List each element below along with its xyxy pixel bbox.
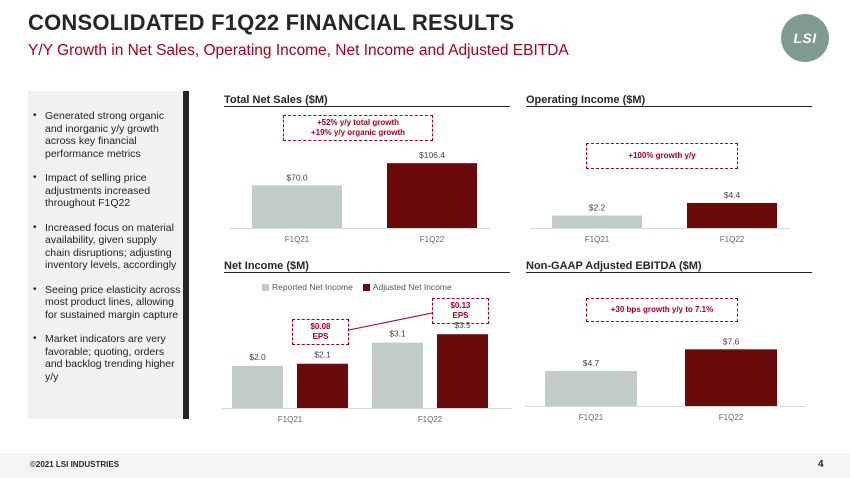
category-label: F1Q22 (418, 415, 443, 424)
data-label: $2.0 (249, 352, 266, 362)
bar-f1q21 (552, 215, 642, 228)
page-number: 4 (818, 459, 824, 470)
data-label: $106.4 (419, 150, 445, 160)
operating-income-growth-callout: +100% growth y/y (586, 143, 738, 169)
category-label: F1Q21 (579, 413, 604, 422)
eps-q22-callout: $0.13 EPS (432, 298, 489, 324)
legend-label-reported: Reported Net Income (272, 282, 353, 292)
eps-connector-line (348, 312, 433, 331)
operating-income-chart-title: Operating Income ($M) (526, 94, 646, 106)
net-income-title-rule (224, 272, 510, 273)
ebitda-chart-title: Non-GAAP Adjusted EBITDA ($M) (526, 260, 702, 272)
callout-line: EPS (452, 311, 469, 320)
data-label: $3.5 (454, 320, 471, 330)
operating-income-chart: $2.2 F1Q21 $4.4 F1Q22 (530, 190, 790, 244)
net-sales-growth-callout: +52% y/y total growth +19% y/y organic g… (283, 115, 433, 141)
company-logo: LSI (781, 14, 829, 62)
legend-item-reported: Reported Net Income (262, 282, 353, 292)
logo-text: LSI (793, 30, 817, 46)
callout-line: $0.08 (310, 322, 331, 331)
category-label: F1Q21 (585, 235, 610, 244)
page-title: CONSOLIDATED F1Q22 FINANCIAL RESULTS (28, 10, 515, 35)
bar-f1q21-adjusted (297, 363, 348, 408)
net-sales-chart: $70.0 F1Q21 $106.4 F1Q22 (230, 150, 490, 244)
bar-f1q22 (687, 203, 777, 228)
legend-swatch-adjusted (362, 283, 370, 291)
bar-f1q21 (545, 370, 637, 406)
net-income-chart: $2.0 $2.1 F1Q21 $3.1 $3.5 F1Q22 (222, 320, 512, 424)
bar-f1q22 (387, 163, 477, 228)
category-label: F1Q21 (278, 415, 303, 424)
category-label: F1Q21 (285, 235, 310, 244)
highlight-item: Seeing price elasticity across most prod… (33, 284, 181, 322)
ebitda-growth-callout: +30 bps growth y/y to 7.1% (586, 298, 738, 322)
bar-f1q22-adjusted (437, 334, 488, 408)
data-label: $2.1 (314, 350, 331, 360)
data-label: $7.6 (723, 336, 740, 346)
data-label: $70.0 (286, 172, 308, 182)
legend-label-adjusted: Adjusted Net Income (372, 282, 452, 292)
callout-line: +19% y/y organic growth (310, 128, 406, 137)
bar-f1q21-reported (232, 365, 283, 408)
highlight-item: Market indicators are very favorable; qu… (33, 333, 181, 383)
data-label: $4.4 (724, 190, 741, 200)
ebitda-title-rule (526, 272, 812, 273)
data-label: $4.7 (583, 358, 600, 368)
callout-line: $0.13 (450, 301, 471, 310)
net-sales-chart-title: Total Net Sales ($M) (224, 94, 328, 106)
bar-f1q22 (685, 349, 777, 406)
category-label: F1Q22 (420, 235, 445, 244)
net-sales-title-rule (224, 106, 510, 107)
data-label: $2.2 (589, 203, 606, 213)
callout-line: +30 bps growth y/y to 7.1% (610, 305, 714, 314)
highlight-item: Impact of selling price adjustments incr… (33, 172, 181, 210)
legend-item-adjusted: Adjusted Net Income (362, 282, 452, 292)
eps-q21-callout: $0.08 EPS (292, 319, 349, 345)
data-label: $3.1 (389, 329, 406, 339)
category-label: F1Q22 (720, 235, 745, 244)
category-label: F1Q22 (719, 413, 744, 422)
footer-bar (0, 453, 850, 478)
bar-f1q21 (252, 185, 342, 228)
callout-line: +52% y/y total growth (316, 118, 400, 127)
page-subtitle: Y/Y Growth in Net Sales, Operating Incom… (28, 42, 569, 59)
net-income-chart-title: Net Income ($M) (224, 260, 309, 272)
highlight-item: Generated strong organic and inorganic y… (33, 110, 181, 160)
callout-line: +100% growth y/y (628, 151, 696, 160)
callout-line: EPS (312, 332, 329, 341)
highlight-item: Increased focus on material availability… (33, 222, 181, 272)
bar-f1q22-reported (372, 342, 423, 408)
operating-income-title-rule (526, 106, 812, 107)
footer-copyright: ©2021 LSI INDUSTRIES (30, 460, 120, 469)
net-income-legend: Reported Net Income Adjusted Net Income (262, 282, 462, 292)
ebitda-chart: $4.7 F1Q21 $7.6 F1Q22 (525, 336, 805, 422)
legend-swatch-reported (262, 283, 269, 291)
highlights-list: Generated strong organic and inorganic y… (33, 110, 181, 395)
